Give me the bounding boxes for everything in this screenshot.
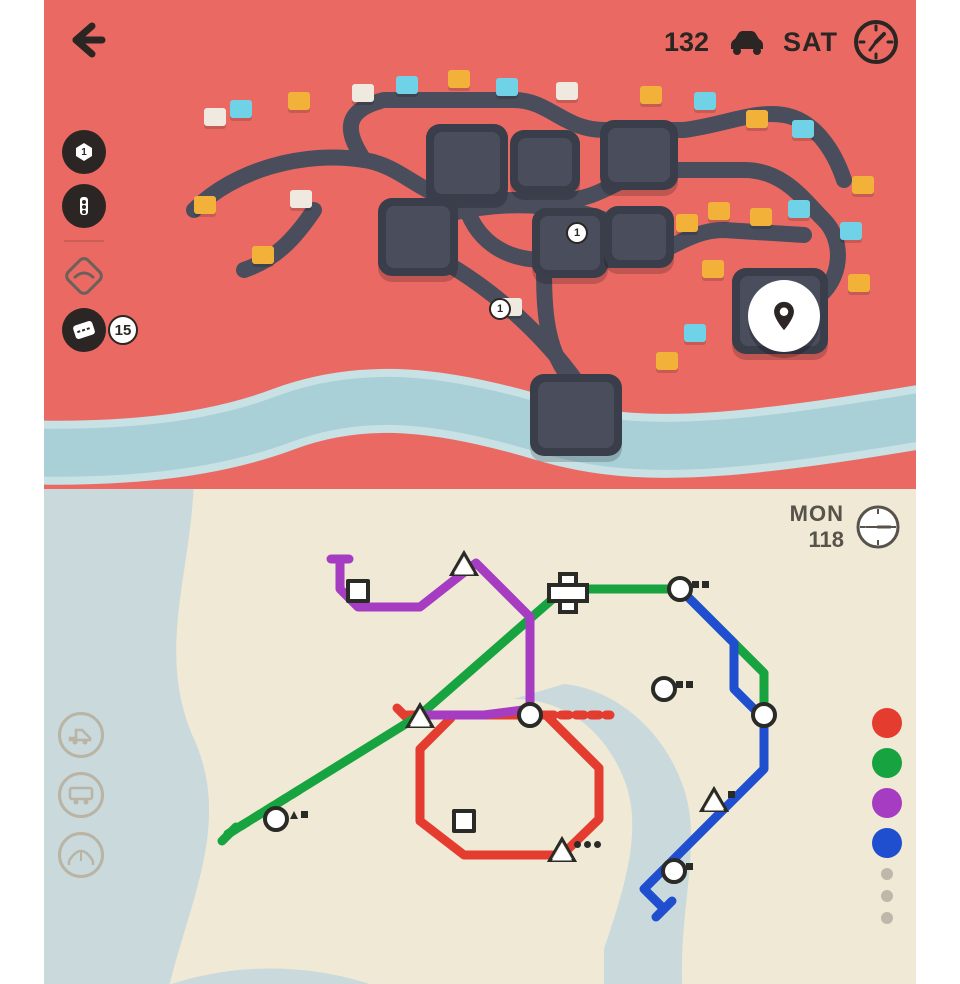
house <box>252 246 274 264</box>
house <box>640 86 662 104</box>
house <box>840 222 862 240</box>
bridge-tool-button[interactable] <box>62 254 106 298</box>
locked-line-slot <box>881 890 893 902</box>
house <box>708 202 730 220</box>
metro-lines <box>44 489 916 984</box>
road-count-badge: 15 <box>108 315 138 345</box>
station-circle[interactable] <box>263 806 289 832</box>
destination-block <box>532 208 608 278</box>
city-blocks: 11 <box>44 0 916 489</box>
road-tile-tool-button[interactable] <box>56 302 111 357</box>
line-color-swatch[interactable] <box>872 708 902 738</box>
house <box>288 92 310 110</box>
locked-line-slot <box>881 868 893 880</box>
locked-line-slot <box>881 912 893 924</box>
clock-icon[interactable] <box>856 505 900 549</box>
waiting-passengers <box>686 863 693 870</box>
destination-block <box>426 124 508 202</box>
waiting-passengers <box>290 811 308 819</box>
house <box>204 108 226 126</box>
station-square[interactable] <box>346 579 370 603</box>
destination-block <box>510 130 580 194</box>
line-color-swatch[interactable] <box>872 828 902 858</box>
destination-block <box>604 206 674 268</box>
house <box>852 176 874 194</box>
bottom-hud: MON 118 <box>790 501 844 553</box>
house <box>702 260 724 278</box>
house <box>792 120 814 138</box>
highway-shield: 1 <box>489 298 511 320</box>
house <box>290 190 312 208</box>
waiting-passengers <box>692 581 709 588</box>
line-color-swatch[interactable] <box>872 748 902 778</box>
passenger-count: 118 <box>790 527 844 553</box>
toolbar-divider <box>64 240 104 242</box>
carriage-tool-button[interactable] <box>58 772 104 818</box>
house <box>848 274 870 292</box>
house <box>750 208 772 226</box>
waiting-passengers <box>728 791 735 798</box>
house <box>496 78 518 96</box>
house <box>684 324 706 342</box>
line-red <box>404 715 599 855</box>
mini-metro-screenshot: MON 118 <box>44 489 916 984</box>
station-circle[interactable] <box>661 858 687 884</box>
pin-hub[interactable] <box>748 280 820 352</box>
house <box>656 352 678 370</box>
destination-block <box>530 374 622 456</box>
station-circle[interactable] <box>751 702 777 728</box>
house <box>194 196 216 214</box>
destination-block <box>378 198 458 276</box>
house <box>396 76 418 94</box>
back-button[interactable] <box>64 18 108 62</box>
highway-tool-button[interactable]: 1 <box>62 130 106 174</box>
line-color-palette <box>872 708 902 924</box>
station-circle[interactable] <box>517 702 543 728</box>
house <box>676 214 698 232</box>
station-circle[interactable] <box>651 676 677 702</box>
station-square[interactable] <box>452 809 476 833</box>
weekday-label: MON <box>790 501 844 527</box>
line-color-swatch[interactable] <box>872 788 902 818</box>
station-circle[interactable] <box>667 576 693 602</box>
waiting-passengers <box>574 841 601 848</box>
waiting-passengers <box>676 681 693 688</box>
line-blue <box>644 589 764 909</box>
highway-shield: 1 <box>566 222 588 244</box>
house <box>352 84 374 102</box>
tunnel-tool-button[interactable] <box>58 832 104 878</box>
svg-text:1: 1 <box>81 147 87 158</box>
house <box>746 110 768 128</box>
house <box>556 82 578 100</box>
house <box>788 200 810 218</box>
locomotive-tool-button[interactable] <box>58 712 104 758</box>
side-toolbar: 1 15 <box>62 130 138 352</box>
station-plus[interactable] <box>549 574 579 604</box>
mini-motorways-screenshot: 11 132 SAT 1 <box>44 0 916 489</box>
house <box>694 92 716 110</box>
house <box>230 100 252 118</box>
bottom-toolbar <box>58 712 104 878</box>
traffic-light-tool-button[interactable] <box>62 184 106 228</box>
destination-block <box>600 120 678 190</box>
house <box>448 70 470 88</box>
